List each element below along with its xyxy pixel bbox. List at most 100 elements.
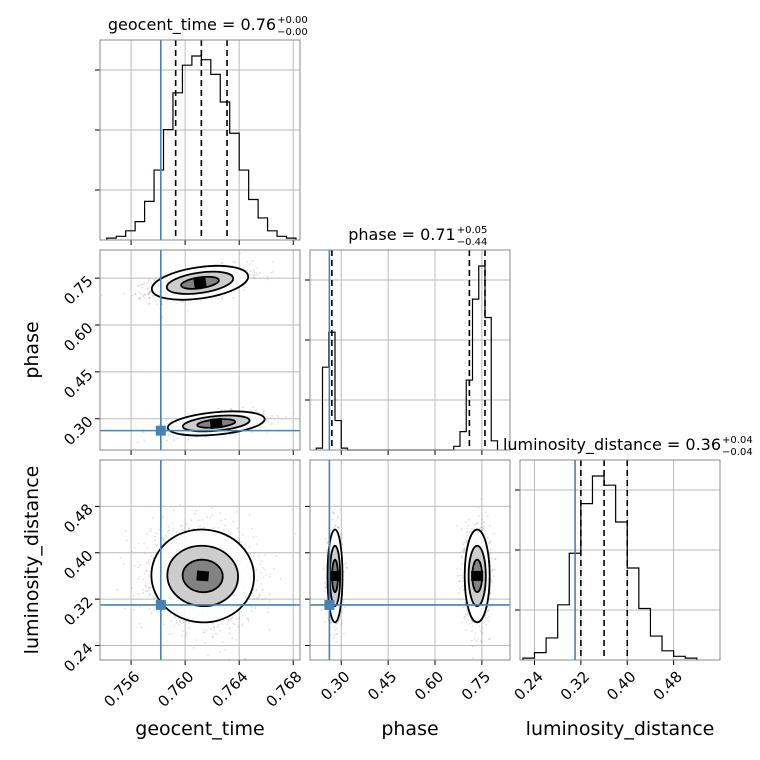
sample-point: [137, 285, 140, 287]
sample-point: [204, 642, 206, 644]
sample-point: [229, 409, 232, 411]
sample-point: [174, 615, 176, 618]
sample-point: [285, 415, 287, 418]
sample-point: [148, 278, 150, 281]
sample-point: [483, 525, 486, 528]
panel-luminosity_distance-vs-phase-samples: [320, 498, 497, 659]
sample-point: [148, 593, 151, 596]
sample-point: [255, 274, 257, 276]
sample-point: [135, 293, 137, 296]
sample-point: [149, 290, 152, 293]
truth-marker: [155, 599, 166, 610]
sample-point: [137, 566, 140, 568]
sample-point: [238, 617, 241, 620]
sample-point: [176, 437, 179, 440]
sample-point: [248, 263, 251, 265]
sample-point: [460, 528, 463, 530]
sample-point: [255, 535, 257, 538]
sample-point: [199, 525, 201, 528]
sample-point: [172, 530, 175, 533]
sample-point: [176, 302, 179, 305]
sample-point: [242, 614, 245, 617]
sample-point: [243, 606, 246, 609]
sample-point: [263, 413, 265, 416]
sample-point: [148, 586, 151, 589]
sample-point: [211, 507, 214, 510]
sample-point: [469, 530, 472, 533]
sample-point: [275, 554, 278, 557]
sample-point: [256, 597, 258, 600]
sample-point: [170, 620, 173, 622]
sample-point: [161, 516, 164, 519]
sample-point: [169, 433, 172, 436]
sample-point: [215, 632, 218, 635]
sample-point: [141, 286, 144, 289]
sample-point: [139, 606, 142, 608]
sample-point: [254, 605, 256, 608]
sample-point: [188, 527, 191, 530]
sample-point: [132, 608, 135, 611]
density-peak: [193, 277, 207, 289]
sample-point: [155, 543, 157, 546]
sample-point: [151, 517, 154, 519]
sample-point: [167, 435, 169, 437]
sample-point: [145, 585, 147, 588]
sample-point: [172, 435, 175, 438]
sample-point: [335, 633, 338, 636]
sample-point: [342, 632, 345, 635]
sample-point: [336, 627, 338, 630]
sample-point: [253, 551, 256, 554]
title-text: geocent_time = 0.76: [108, 15, 276, 35]
sample-point: [165, 419, 168, 422]
sample-point: [124, 607, 126, 610]
sample-point: [206, 516, 208, 518]
sample-point: [261, 598, 264, 600]
sample-point: [219, 651, 222, 653]
sample-point: [324, 586, 327, 589]
sample-point: [145, 570, 148, 572]
sample-point: [477, 638, 479, 640]
density-peak: [196, 570, 210, 582]
sample-point: [116, 588, 118, 591]
sample-point: [142, 578, 144, 581]
sample-point: [272, 271, 274, 273]
sample-point: [325, 549, 328, 552]
sample-point: [251, 527, 253, 530]
sample-point: [236, 618, 238, 620]
title-text: phase = 0.71: [348, 225, 455, 244]
sample-point: [157, 528, 160, 531]
sample-point: [148, 291, 151, 294]
sample-point: [220, 519, 223, 522]
sample-point: [333, 526, 335, 529]
sample-point: [247, 617, 250, 620]
title-text: luminosity_distance = 0.36: [503, 435, 721, 455]
sample-point: [477, 514, 480, 517]
sample-point: [188, 627, 190, 629]
sample-point: [150, 527, 152, 530]
sample-point: [148, 297, 151, 300]
hist-phase-grid: [305, 250, 510, 455]
sample-point: [123, 292, 125, 295]
sample-point: [251, 406, 254, 408]
sample-point: [456, 574, 459, 577]
sample-point: [241, 533, 244, 536]
title-geocent_time: geocent_time = 0.76 +0.00−0.00: [108, 15, 308, 38]
sample-point: [461, 621, 463, 624]
sample-point: [154, 277, 157, 280]
sample-point: [217, 624, 220, 626]
sample-point: [277, 416, 280, 418]
sample-point: [255, 271, 258, 274]
sample-point: [232, 296, 235, 299]
sample-point: [147, 587, 150, 589]
sample-point: [143, 281, 146, 284]
sample-point: [267, 420, 269, 423]
sample-point: [142, 592, 145, 594]
sample-point: [246, 269, 249, 272]
sample-point: [263, 568, 266, 571]
sample-point: [153, 539, 156, 541]
sample-point: [168, 633, 171, 636]
sample-point: [147, 563, 150, 565]
sample-point: [211, 633, 214, 636]
sample-point: [488, 637, 491, 640]
sample-point: [190, 519, 193, 521]
